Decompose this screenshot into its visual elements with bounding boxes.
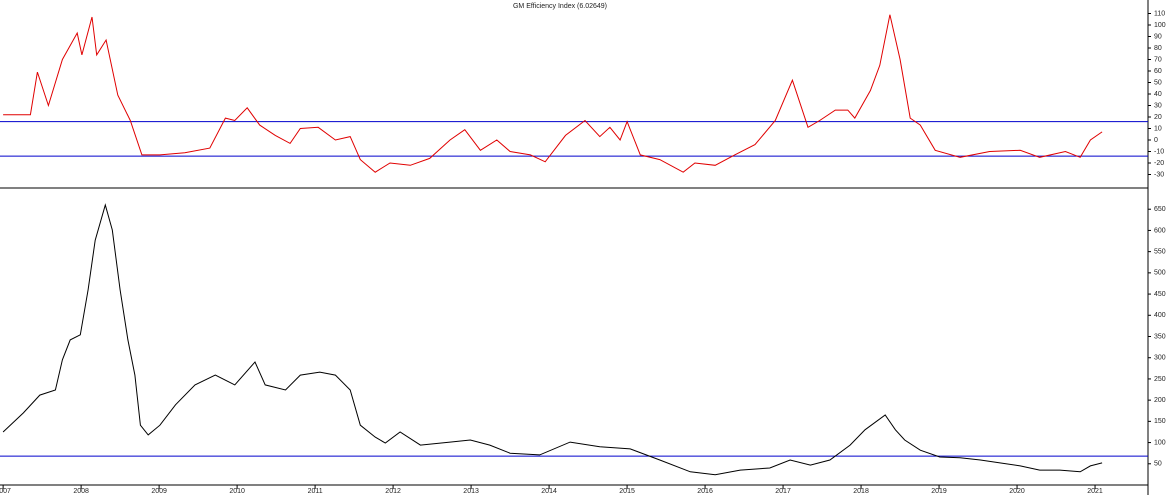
y-tick-label: 20 bbox=[1154, 114, 1162, 121]
y-tick-label: 80 bbox=[1154, 45, 1162, 52]
y-tick-label: 40 bbox=[1154, 91, 1162, 98]
x-tick-label: 2014 bbox=[541, 488, 557, 495]
x-tick-label: 2018 bbox=[853, 488, 869, 495]
x-tick-label: 2012 bbox=[385, 488, 401, 495]
y-tick-label: 200 bbox=[1154, 397, 1166, 404]
series-line bbox=[2, 203, 1103, 476]
y-tick-label: 150 bbox=[1154, 418, 1166, 425]
y-tick-label: 650 bbox=[1154, 206, 1166, 213]
y-tick-label: 100 bbox=[1154, 439, 1166, 446]
y-tick-label: 90 bbox=[1154, 33, 1162, 40]
y-tick-label: 100 bbox=[1154, 22, 1166, 29]
y-tick-label: 70 bbox=[1154, 56, 1162, 63]
x-tick-label: 2009 bbox=[151, 488, 167, 495]
y-tick-label: 50 bbox=[1154, 461, 1162, 468]
y-tick-label: 60 bbox=[1154, 68, 1162, 75]
x-tick-label: 2021 bbox=[1087, 488, 1103, 495]
x-tick-label: 2016 bbox=[697, 488, 713, 495]
y-tick-label: 600 bbox=[1154, 227, 1166, 234]
x-tick-label: 2011 bbox=[308, 488, 323, 495]
x-tick-label: 2007 bbox=[0, 488, 11, 495]
y-tick-label: 250 bbox=[1154, 376, 1166, 383]
x-tick-label: 2013 bbox=[463, 488, 479, 495]
y-tick-label: 450 bbox=[1154, 291, 1166, 298]
y-tick-label: 30 bbox=[1154, 102, 1162, 109]
x-tick-label: 2019 bbox=[931, 488, 947, 495]
y-tick-label: 550 bbox=[1154, 248, 1166, 255]
y-tick-label: -10 bbox=[1154, 148, 1164, 155]
x-tick-label: 2015 bbox=[619, 488, 635, 495]
y-tick-label: 400 bbox=[1154, 312, 1166, 319]
x-tick-label: 2008 bbox=[73, 488, 89, 495]
chart-title: GM Efficiency Index (6.02649) bbox=[513, 3, 607, 10]
y-tick-label: 300 bbox=[1154, 355, 1166, 362]
x-tick-label: 2010 bbox=[229, 488, 245, 495]
series-line bbox=[3, 14, 1103, 173]
y-tick-label: 0 bbox=[1154, 137, 1158, 144]
y-tick-label: 500 bbox=[1154, 270, 1166, 277]
y-tick-label: 50 bbox=[1154, 79, 1162, 86]
x-tick-label: 2017 bbox=[775, 488, 791, 495]
y-tick-label: -30 bbox=[1154, 171, 1164, 178]
x-tick-label: 2020 bbox=[1009, 488, 1025, 495]
y-tick-label: 110 bbox=[1154, 10, 1165, 17]
y-tick-label: 10 bbox=[1154, 125, 1162, 132]
y-tick-label: 350 bbox=[1154, 333, 1166, 340]
y-tick-label: -20 bbox=[1154, 160, 1164, 167]
